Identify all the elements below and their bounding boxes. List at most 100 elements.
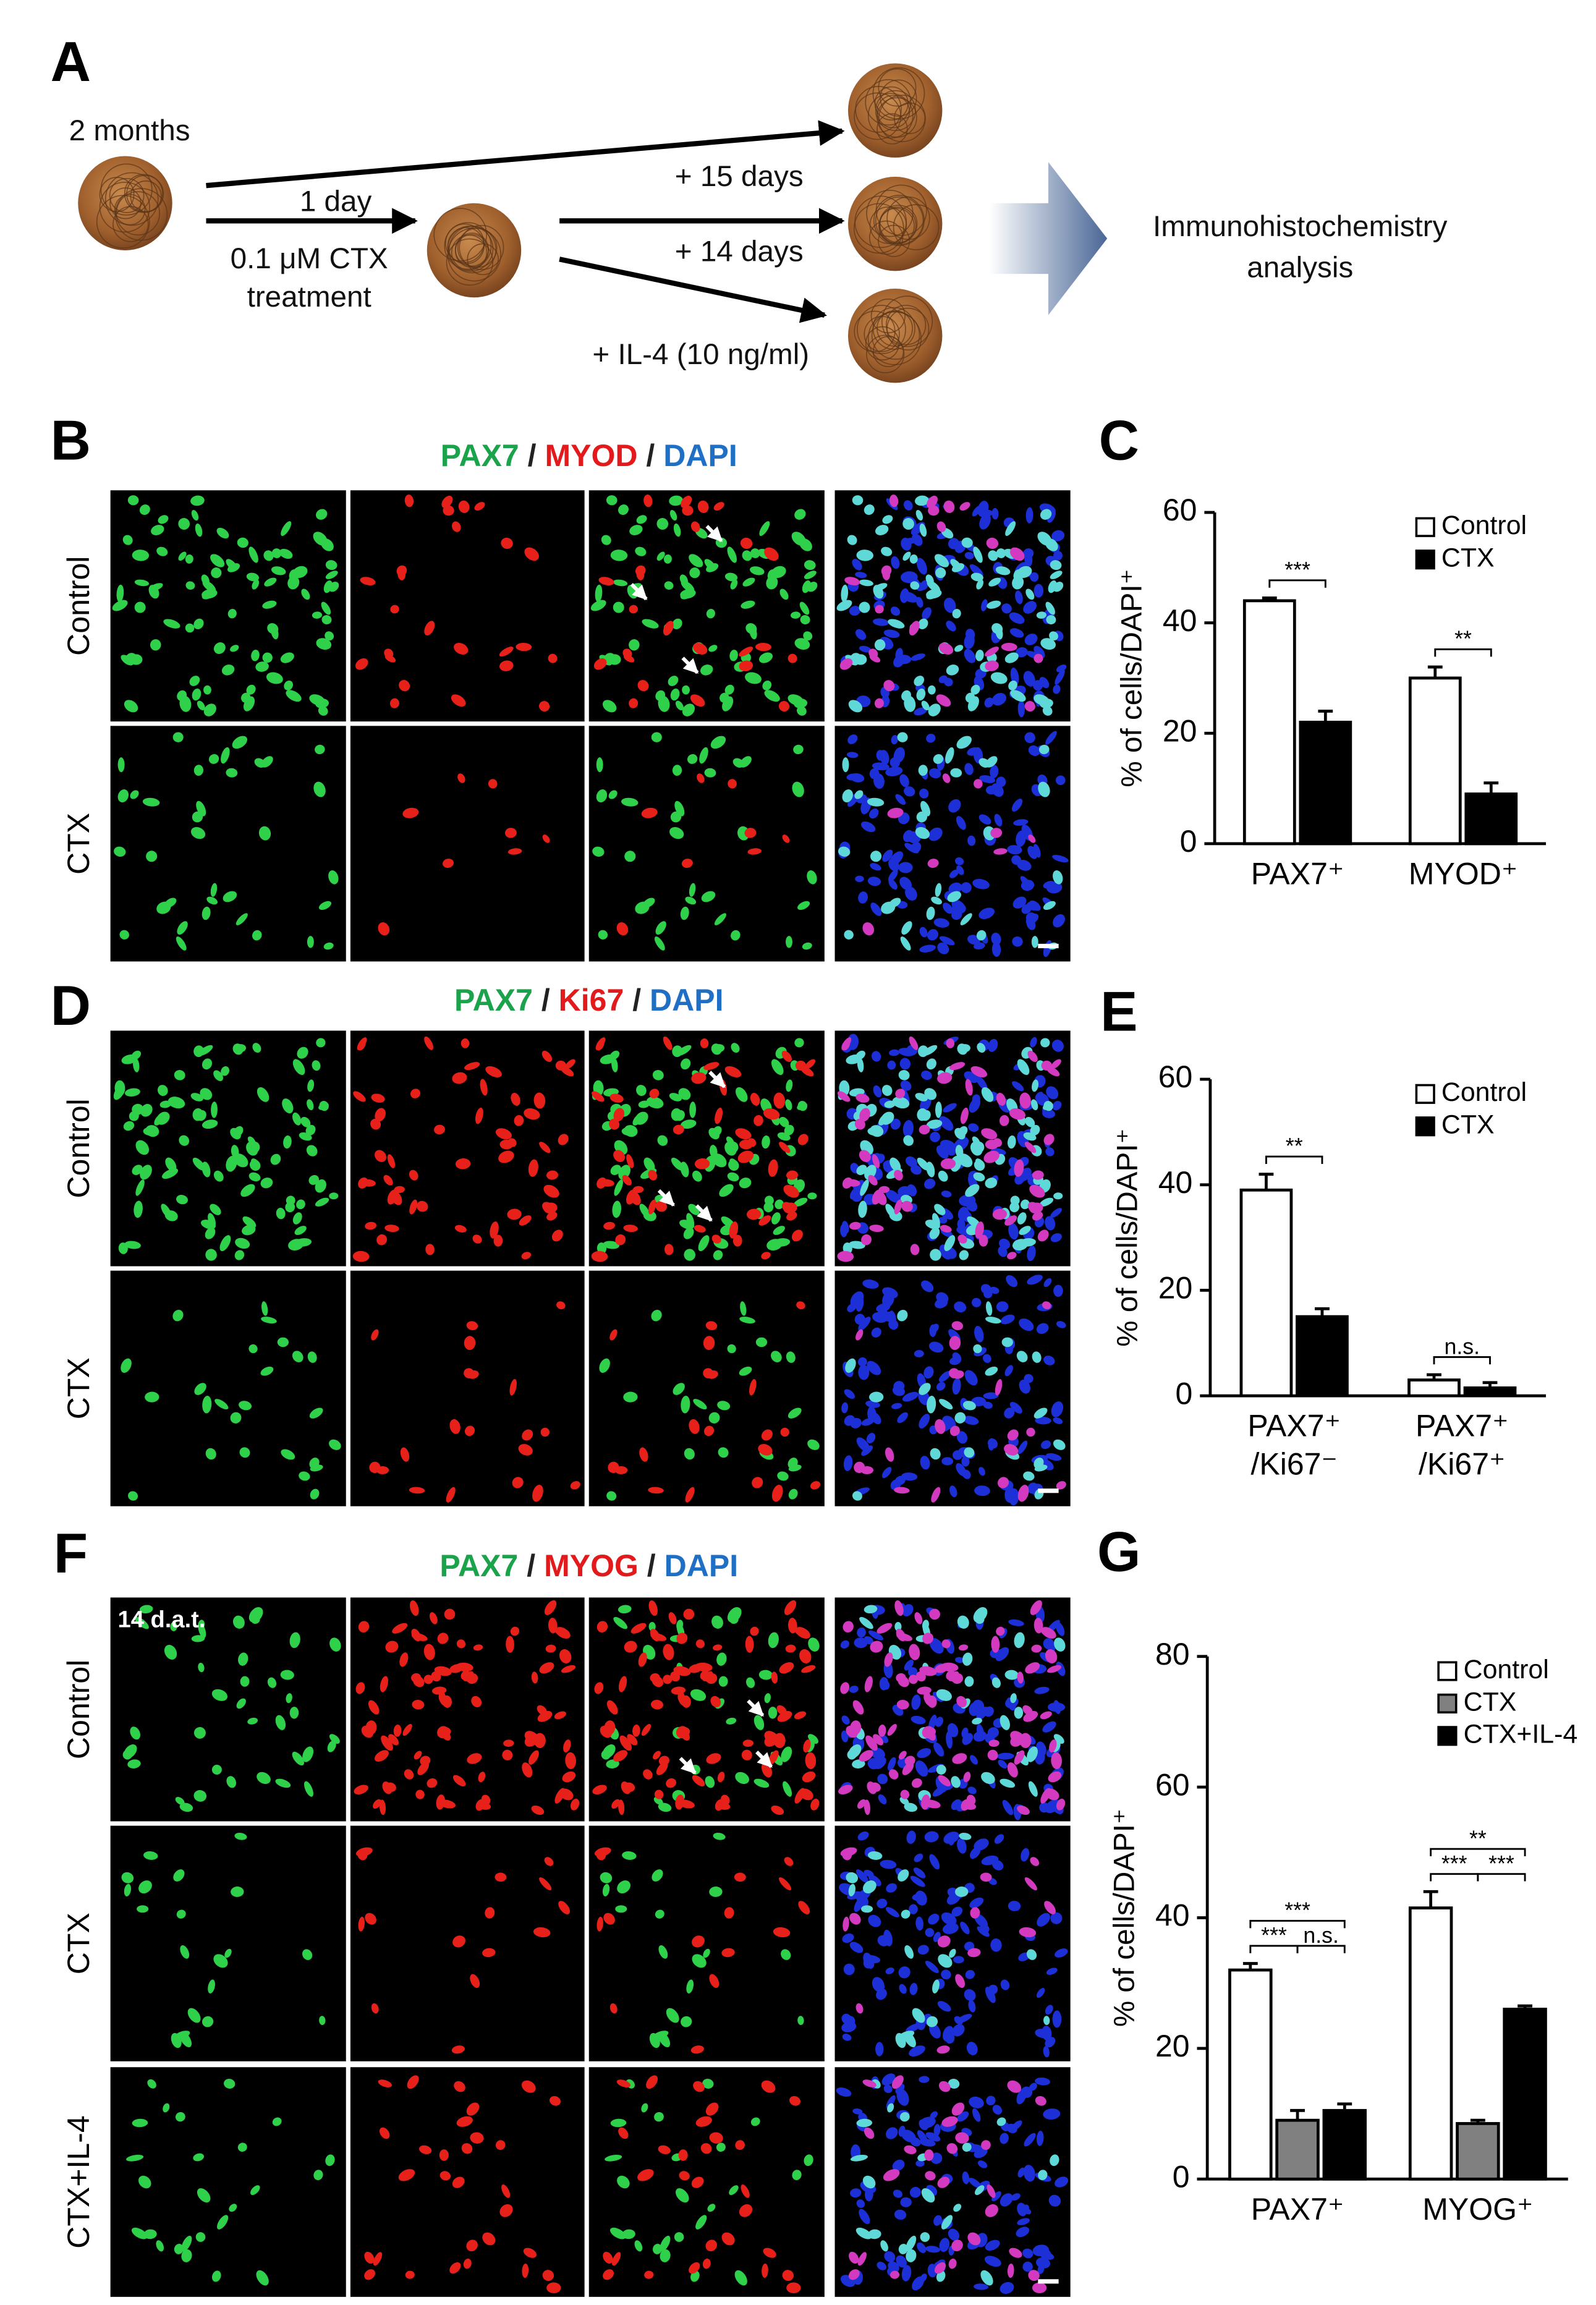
cell-nucleus — [194, 1383, 206, 1395]
cell-nucleus — [880, 750, 889, 765]
cell-nucleus — [543, 1184, 559, 1198]
cell-nucleus — [185, 623, 195, 633]
cell-nucleus — [1030, 1857, 1040, 1866]
cell-nucleus — [894, 1622, 902, 1631]
cell-nucleus — [849, 1241, 865, 1249]
cell-nucleus — [883, 2084, 893, 2094]
cell-nucleus — [867, 1851, 883, 1860]
cell-nucleus — [470, 2132, 484, 2144]
cell-nucleus — [878, 1307, 888, 1318]
cell-nucleus — [200, 1088, 213, 1100]
cell-nucleus — [967, 1786, 977, 1794]
cell-nucleus — [872, 1051, 881, 1062]
y-tick-label: 0 — [1180, 824, 1197, 859]
cell-nucleus — [270, 1153, 281, 1165]
micrograph — [350, 1825, 585, 2061]
cell-nucleus — [909, 1904, 918, 1914]
cell-nucleus — [1010, 1693, 1017, 1704]
cell-nucleus — [174, 2243, 184, 2254]
cell-nucleus — [227, 563, 240, 572]
cell-nucleus — [957, 1043, 968, 1055]
cell-nucleus — [610, 1165, 621, 1175]
cell-nucleus — [727, 1607, 742, 1623]
cell-nucleus — [503, 1739, 514, 1747]
cell-nucleus — [177, 690, 187, 701]
cell-nucleus — [968, 1123, 979, 1132]
cell-nucleus — [409, 1169, 418, 1181]
cell-nucleus — [941, 1639, 951, 1649]
cell-nucleus — [592, 846, 605, 857]
cell-nucleus — [512, 1477, 524, 1488]
cell-nucleus — [739, 1366, 752, 1376]
cell-nucleus — [950, 768, 962, 778]
cell-nucleus — [874, 1757, 886, 1769]
cell-nucleus — [977, 1043, 986, 1053]
cell-nucleus — [230, 1412, 242, 1424]
cell-nucleus — [962, 2142, 972, 2152]
micrograph-bg — [350, 2067, 585, 2297]
cell-nucleus — [1011, 1081, 1024, 1092]
cell-nucleus — [524, 547, 539, 561]
cell-nucleus — [656, 551, 665, 561]
cell-nucleus — [786, 936, 792, 948]
cell-nucleus — [951, 899, 966, 914]
cell-nucleus — [307, 1079, 315, 1092]
cell-nucleus — [996, 1626, 1005, 1636]
cell-nucleus — [782, 2270, 794, 2282]
cell-nucleus — [865, 1400, 880, 1408]
cell-nucleus — [235, 1237, 250, 1249]
cell-nucleus — [501, 537, 513, 549]
cell-nucleus — [653, 1796, 663, 1805]
stain-title: PAX7 / MYOD / DAPI — [441, 438, 737, 473]
cell-nucleus — [143, 1851, 158, 1860]
cell-nucleus — [953, 1370, 964, 1379]
cell-nucleus — [224, 1948, 232, 1958]
cell-nucleus — [842, 789, 853, 803]
cell-nucleus — [850, 653, 862, 664]
cell-nucleus — [711, 1043, 722, 1055]
cell-nucleus — [981, 1087, 994, 1102]
schematic-text: + IL-4 (10 ng/ml) — [592, 338, 809, 371]
significance-bracket — [1268, 579, 1326, 588]
cell-nucleus — [1029, 2082, 1037, 2091]
cell-nucleus — [1007, 2080, 1022, 2093]
cell-nucleus — [940, 1139, 956, 1152]
cell-nucleus — [668, 676, 679, 686]
cell-nucleus — [871, 1327, 881, 1338]
cell-nucleus — [981, 1855, 999, 1866]
cell-nucleus — [129, 1111, 139, 1121]
cell-nucleus — [203, 685, 211, 695]
cell-nucleus — [868, 1630, 884, 1641]
cell-nucleus — [637, 680, 649, 692]
cell-nucleus — [658, 1945, 668, 1959]
cell-nucleus — [874, 639, 886, 651]
cell-nucleus — [885, 1203, 896, 1218]
cell-nucleus — [910, 1715, 926, 1725]
cell-nucleus — [859, 645, 872, 653]
cell-nucleus — [730, 579, 738, 590]
cell-nucleus — [705, 1321, 718, 1331]
cell-nucleus — [683, 1227, 694, 1239]
cell-nucleus — [888, 879, 898, 890]
cell-nucleus — [703, 1948, 710, 1958]
cell-nucleus — [1002, 1799, 1014, 1815]
cell-nucleus — [721, 2232, 735, 2246]
cell-nucleus — [709, 2132, 723, 2144]
cell-nucleus — [745, 672, 762, 684]
cell-nucleus — [885, 766, 903, 776]
cell-nucleus — [294, 1226, 307, 1235]
cell-nucleus — [929, 1854, 940, 1870]
cell-nucleus — [799, 1649, 812, 1664]
cell-nucleus — [983, 1401, 993, 1409]
cell-nucleus — [1046, 881, 1063, 894]
cell-nucleus — [213, 1170, 224, 1182]
cell-nucleus — [962, 1652, 973, 1666]
cell-nucleus — [562, 1771, 576, 1783]
cell-nucleus — [190, 1093, 203, 1102]
cell-nucleus — [533, 1092, 546, 1109]
cell-nucleus — [852, 1491, 862, 1501]
pointer-arrow — [755, 1751, 773, 1768]
cell-nucleus — [1006, 1275, 1018, 1288]
cell-nucleus — [972, 2108, 981, 2122]
cell-nucleus — [655, 921, 666, 935]
